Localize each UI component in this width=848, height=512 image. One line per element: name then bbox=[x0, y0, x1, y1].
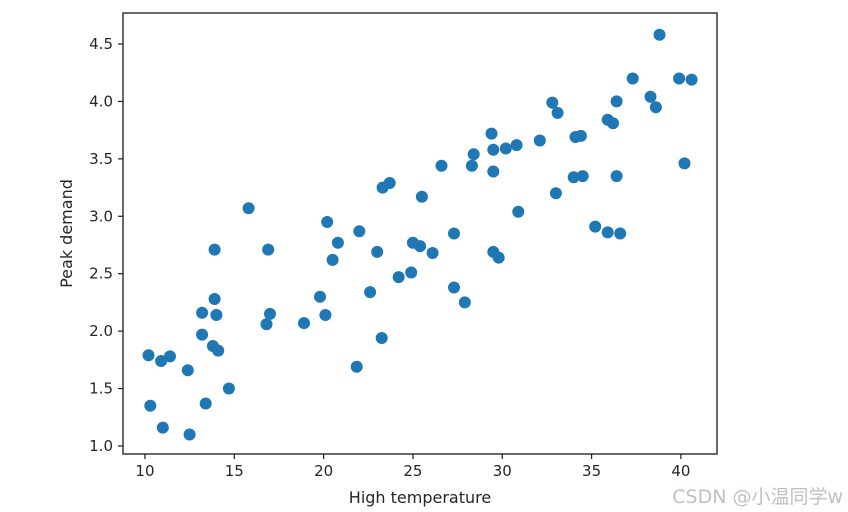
data-point bbox=[644, 90, 657, 103]
data-point bbox=[155, 355, 168, 367]
data-point bbox=[626, 72, 639, 85]
data-point bbox=[208, 243, 221, 256]
data-point bbox=[607, 117, 619, 130]
data-point bbox=[448, 227, 460, 240]
data-point bbox=[601, 226, 614, 239]
x-tick-label: 25 bbox=[403, 462, 422, 480]
data-point bbox=[465, 159, 478, 172]
x-tick-label: 10 bbox=[135, 462, 154, 480]
data-point bbox=[319, 309, 332, 321]
data-point bbox=[435, 159, 448, 172]
x-axis-label: High temperature bbox=[349, 488, 491, 507]
data-point bbox=[673, 72, 686, 85]
data-point bbox=[685, 73, 698, 86]
data-point bbox=[314, 290, 326, 303]
data-point bbox=[242, 202, 255, 215]
y-tick-label: 4.5 bbox=[89, 35, 113, 53]
data-point bbox=[678, 157, 691, 170]
y-axis-label: Peak demand bbox=[57, 179, 76, 288]
x-tick-label: 20 bbox=[314, 462, 333, 480]
data-point bbox=[262, 243, 275, 256]
data-point bbox=[567, 171, 580, 184]
data-point bbox=[576, 170, 589, 183]
y-tick-label: 4.0 bbox=[89, 92, 113, 110]
data-point bbox=[164, 350, 176, 363]
data-point bbox=[199, 397, 212, 410]
data-point bbox=[405, 266, 418, 279]
data-point bbox=[610, 95, 623, 108]
data-point bbox=[485, 127, 498, 140]
y-tick-label: 3.0 bbox=[89, 207, 113, 225]
data-point bbox=[614, 227, 627, 240]
data-point bbox=[264, 307, 276, 320]
data-point bbox=[458, 296, 471, 309]
data-point bbox=[383, 177, 396, 189]
data-point bbox=[649, 101, 662, 114]
data-point bbox=[196, 328, 209, 341]
data-point bbox=[144, 399, 157, 412]
data-point bbox=[492, 251, 505, 264]
data-point bbox=[326, 253, 339, 266]
data-point bbox=[448, 281, 460, 294]
y-tick-label: 1.0 bbox=[89, 437, 113, 455]
data-point bbox=[331, 236, 344, 249]
data-point bbox=[364, 286, 377, 299]
y-tick-label: 2.0 bbox=[89, 322, 113, 340]
data-point bbox=[414, 240, 427, 253]
data-point bbox=[156, 421, 169, 434]
y-tick-label: 2.5 bbox=[89, 265, 113, 283]
data-point bbox=[487, 143, 500, 156]
data-point bbox=[653, 28, 666, 41]
scatter-points bbox=[142, 28, 698, 441]
data-point bbox=[196, 306, 209, 319]
data-point bbox=[549, 187, 562, 200]
data-point bbox=[487, 165, 500, 178]
data-point bbox=[142, 349, 155, 362]
data-point bbox=[551, 106, 564, 119]
data-point bbox=[371, 245, 384, 258]
data-point bbox=[467, 148, 480, 161]
watermark: CSDN @小温同学w bbox=[672, 486, 843, 508]
data-point bbox=[512, 205, 525, 218]
data-point bbox=[415, 190, 428, 203]
x-tick-label: 35 bbox=[582, 462, 601, 480]
x-axis-ticks: 10 15 20 25 30 35 40 bbox=[135, 454, 690, 480]
x-tick-label: 30 bbox=[493, 462, 512, 480]
y-tick-label: 3.5 bbox=[89, 150, 113, 168]
data-point bbox=[392, 271, 405, 284]
data-point bbox=[350, 360, 363, 373]
data-point bbox=[574, 129, 587, 142]
data-point bbox=[212, 344, 225, 357]
y-axis-ticks: 1.0 1.5 2.0 2.5 3.0 3.5 4.0 4.5 bbox=[89, 35, 123, 455]
y-tick-label: 1.5 bbox=[89, 380, 113, 398]
data-point bbox=[181, 364, 194, 377]
plot-frame bbox=[122, 12, 718, 455]
data-point bbox=[298, 317, 310, 330]
data-point bbox=[222, 382, 235, 395]
data-point bbox=[260, 318, 273, 331]
data-point bbox=[533, 134, 546, 147]
data-point bbox=[375, 332, 388, 344]
data-point bbox=[546, 96, 559, 109]
data-point bbox=[208, 293, 221, 305]
data-point bbox=[610, 170, 623, 183]
data-point bbox=[589, 220, 602, 233]
data-point bbox=[499, 142, 512, 155]
x-tick-label: 40 bbox=[671, 462, 690, 480]
data-point bbox=[321, 216, 334, 228]
data-point bbox=[510, 139, 523, 152]
x-tick-label: 15 bbox=[225, 462, 244, 480]
data-point bbox=[426, 247, 439, 259]
data-point bbox=[353, 225, 366, 238]
data-point bbox=[183, 428, 196, 441]
data-point bbox=[210, 309, 223, 321]
